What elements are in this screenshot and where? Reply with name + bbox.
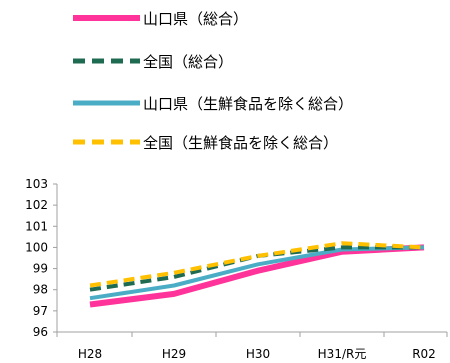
series-lines [89,241,425,308]
y-tick-label: 97 [33,304,48,318]
legend-label-4: 全国（生鮮食品を除く総合） [143,134,338,152]
legend-label-3: 山口県（生鮮食品を除く総合） [143,95,353,113]
y-tick-label: 103 [25,177,48,191]
series-line-3 [89,245,425,301]
legend: 山口県（総合） 全国（総合） 山口県（生鮮食品を除く総合） 全国（生鮮食品を除く総合） [73,10,353,152]
y-tick-label: 96 [33,325,48,339]
y-tick-label: 100 [25,240,48,254]
x-tick-label: H29 [162,347,186,361]
y-tick-label: 102 [25,198,48,212]
x-tick-label: H30 [246,347,270,361]
y-tick-label: 98 [33,283,48,297]
x-tick-label: H28 [78,347,102,361]
y-tick-label: 99 [33,262,48,276]
legend-label-2: 全国（総合） [143,53,233,71]
x-tick-label: R02 [412,347,436,361]
y-tick-label: 101 [25,219,48,233]
x-tick-label: H31/R元 [318,347,367,361]
legend-label-1: 山口県（総合） [143,10,248,28]
series-line-4 [89,241,425,288]
axes: 96 97 98 99 100 101 102 103 H28 H29 H30 H31/R元 R02 [25,177,448,361]
